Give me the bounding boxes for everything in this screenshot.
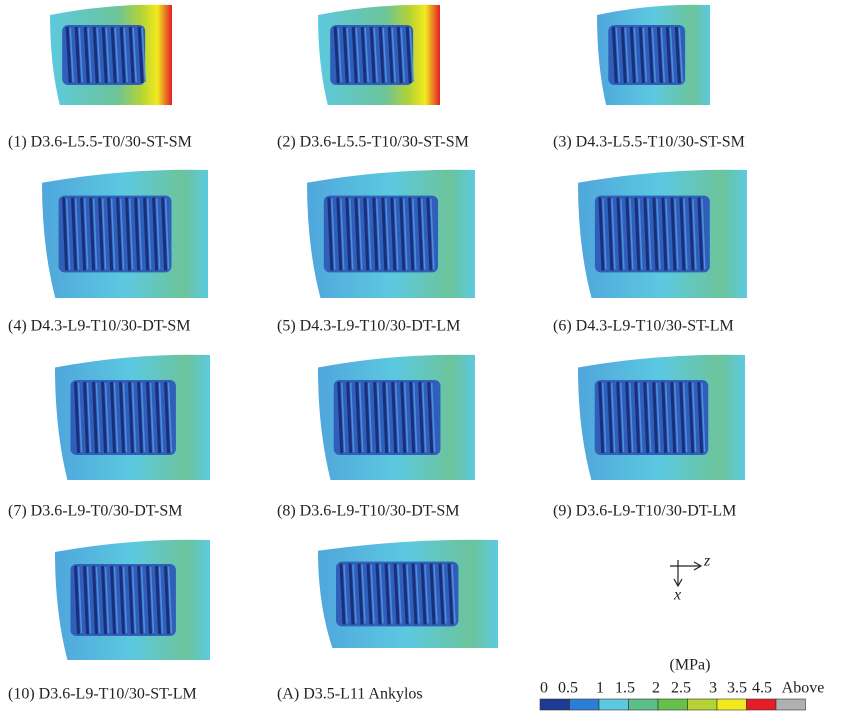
panel-caption: (9) D3.6-L9-T10/30-DT-LM — [553, 503, 736, 520]
legend-label: 2 — [652, 680, 660, 697]
axis-x: x — [673, 587, 681, 604]
legend-swatch — [570, 699, 600, 710]
legend-swatch — [747, 699, 777, 710]
stress-plot — [42, 170, 208, 298]
legend-swatch — [776, 699, 806, 710]
legend-swatch — [599, 699, 629, 710]
panel-caption: (2) D3.6-L5.5-T10/30-ST-SM — [277, 134, 469, 151]
figure: z x (MPa) (1) D3.6-L5.5-T0/30-ST-SM (2) D… — [0, 0, 859, 712]
panel-caption: (1) D3.6-L5.5-T0/30-ST-SM — [8, 134, 192, 151]
legend-label: 1 — [596, 680, 604, 697]
legend-label: 2.5 — [671, 680, 691, 697]
axis-z: z — [703, 553, 711, 570]
panel-caption: (5) D4.3-L9-T10/30-DT-LM — [277, 318, 460, 335]
stress-plot — [597, 5, 710, 105]
panel-caption: (3) D4.3-L5.5-T10/30-ST-SM — [553, 134, 745, 151]
stress-plot — [55, 355, 210, 480]
panel-caption: (7) D3.6-L9-T0/30-DT-SM — [8, 503, 183, 520]
legend-swatch — [540, 699, 570, 710]
legend-label: 0.5 — [558, 680, 578, 697]
legend-swatch — [717, 699, 747, 710]
stress-plot — [55, 540, 210, 660]
stress-plot — [578, 170, 747, 298]
panel-caption: (8) D3.6-L9-T10/30-DT-SM — [277, 503, 460, 520]
legend-unit: (MPa) — [670, 657, 711, 674]
legend-swatch — [658, 699, 688, 710]
legend-swatch — [629, 699, 659, 710]
panel-caption: (A) D3.5-L11 Ankylos — [277, 686, 423, 703]
legend-label: 4.5 — [752, 680, 772, 697]
stress-plot — [578, 355, 745, 480]
axes-indicator — [670, 560, 701, 586]
legend-swatch — [688, 699, 718, 710]
legend-label: 1.5 — [615, 680, 635, 697]
stress-plot — [318, 5, 440, 105]
stress-plot — [307, 170, 475, 298]
legend-label: 0 — [540, 680, 548, 697]
legend-label: 3.5 — [727, 680, 747, 697]
panel-caption: (4) D4.3-L9-T10/30-DT-SM — [8, 318, 191, 335]
stress-plot — [318, 355, 475, 480]
legend-label: 3 — [709, 680, 717, 697]
legend-label: Above — [782, 680, 825, 697]
panel-caption: (6) D4.3-L9-T10/30-ST-LM — [553, 318, 734, 335]
panel-caption: (10) D3.6-L9-T10/30-ST-LM — [8, 686, 197, 703]
stress-plot — [50, 5, 172, 105]
stress-plot — [318, 540, 498, 648]
